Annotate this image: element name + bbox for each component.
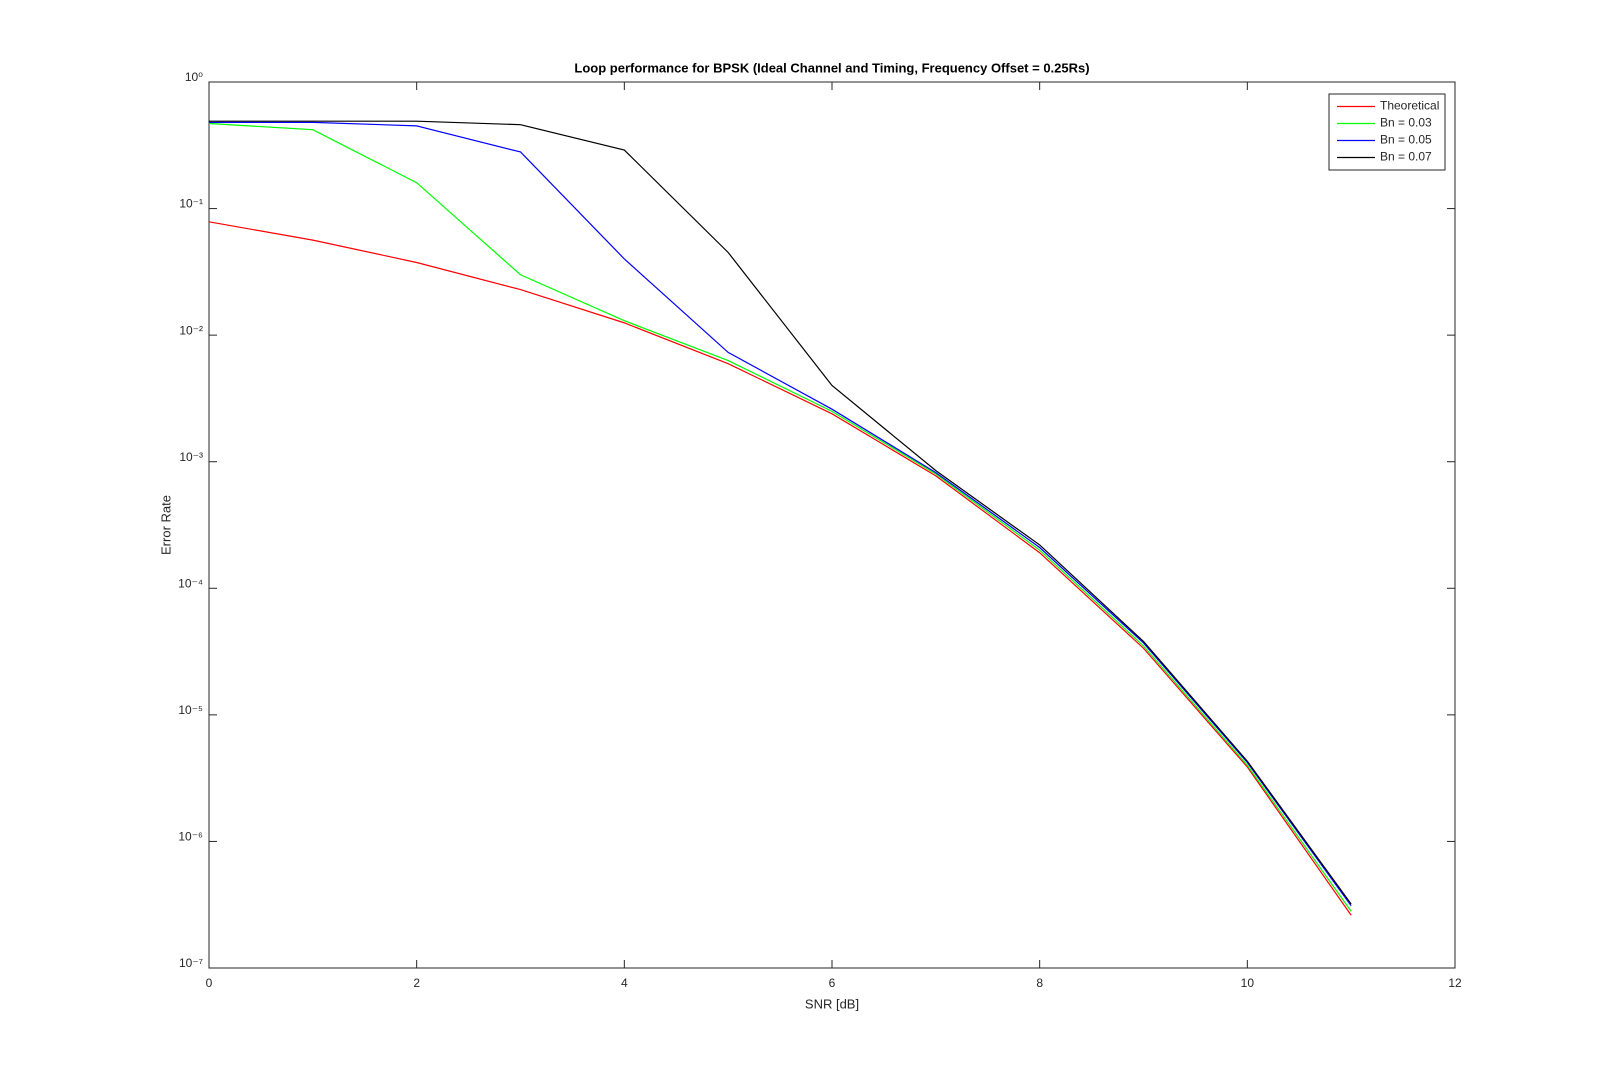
chart-title: Loop performance for BPSK (Ideal Channel… (574, 60, 1089, 75)
y-tick-label: 10⁰ (185, 70, 203, 84)
series-line (208, 122, 1352, 912)
y-tick-label: 10⁻⁷ (179, 956, 203, 970)
y-tick-label: 10⁻⁶ (178, 830, 203, 844)
plot-frame (208, 81, 1456, 969)
series-line (208, 221, 1352, 916)
x-tick-label: 4 (621, 976, 628, 990)
y-tick-label: 10⁻⁴ (178, 576, 203, 590)
y-tick-label: 10⁻⁵ (178, 703, 203, 717)
y-tick-label: 10⁻³ (179, 450, 203, 464)
y-tick-label: 10⁻² (179, 323, 203, 337)
y-axis-label: Error Rate (158, 495, 173, 555)
legend-label: Bn = 0.03 (1380, 116, 1432, 130)
x-tick-label: 2 (413, 976, 420, 990)
x-tick-label: 12 (1448, 976, 1462, 990)
series-line (209, 120, 1352, 905)
x-tick-label: 6 (829, 976, 836, 990)
x-axis-label: SNR [dB] (805, 996, 859, 1011)
series-line (209, 121, 1352, 907)
x-tick-label: 8 (1036, 976, 1043, 990)
x-tick-label: 0 (206, 976, 213, 990)
legend-label: Theoretical (1380, 99, 1439, 113)
legend-label: Bn = 0.07 (1380, 150, 1432, 164)
x-tick-label: 10 (1241, 976, 1255, 990)
y-tick-label: 10⁻¹ (179, 197, 203, 211)
legend-label: Bn = 0.05 (1380, 133, 1432, 147)
